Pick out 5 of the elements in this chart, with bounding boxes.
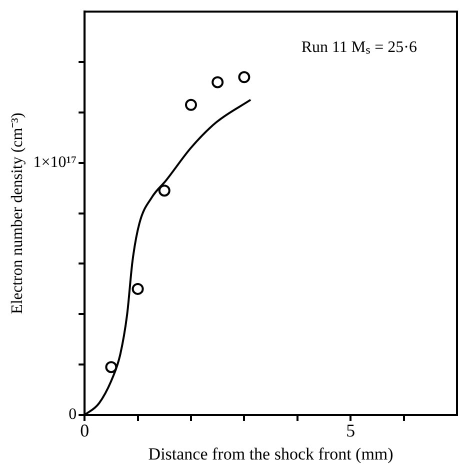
x-tick-label: 5 (346, 420, 356, 441)
y-tick-label: 1×10¹⁷ (33, 154, 77, 172)
annotation: Run 11 Mₛ = 25·6 (301, 38, 417, 56)
x-axis-title: Distance from the shock front (mm) (148, 444, 394, 464)
y-axis-title: Electron number density (cm⁻³) (8, 112, 26, 314)
